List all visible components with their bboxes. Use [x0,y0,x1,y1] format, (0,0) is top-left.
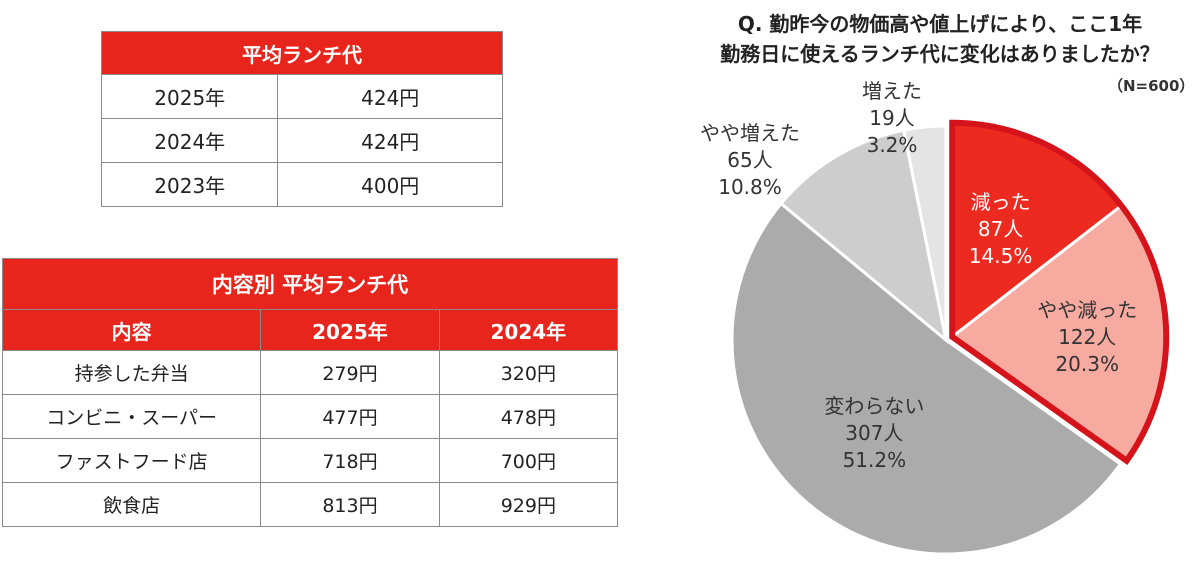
slice-label: やや増えた [700,121,800,145]
item-cell: 持参した弁当 [1,350,262,395]
slice-percent-label: 51.2% [842,448,907,473]
slice-count-label: 307人 [845,421,904,446]
column-header-item: 内容 [1,309,262,351]
table-row: 2025年 424円 [100,74,503,119]
column-header-2024: 2024年 [438,309,619,351]
year-cell: 2024年 [100,118,279,163]
pie-slice-unchanged [730,201,1123,556]
sample-size-label: （N=600） [1108,77,1195,95]
year-cell: 2025年 [100,74,279,119]
pie-slice-increased [901,124,948,341]
value-2024-cell: 320円 [438,350,619,395]
value-2025-cell: 813円 [260,482,440,527]
slice-label-increased: 増えた 19人 3.2% [862,78,922,159]
slice-percent-label: 14.5% [968,243,1033,268]
value-cell: 424円 [277,74,503,119]
average-lunch-table: 平均ランチ代 2025年 424円 2024年 424円 2023年 400円 [100,31,503,207]
table-row: 飲食店 813円 929円 [1,482,619,527]
slice-percent-label: 20.3% [1055,352,1119,377]
slice-label: やや減った [1037,298,1138,323]
table-row: 持参した弁当 279円 320円 [1,350,619,395]
slice-count-label: 19人 [869,106,915,130]
value-2025-cell: 477円 [260,394,440,439]
slice-percent-label: 10.8% [718,175,782,199]
value-2025-cell: 279円 [260,350,440,395]
lunch-by-type-table-title: 内容別 平均ランチ代 [2,258,618,310]
slice-percent-label: 3.2% [866,133,918,157]
question-title-line2: 勤務日に使えるランチ代に変化はありましたか？ [720,42,1160,66]
pie-chart-svg [730,119,1170,556]
item-cell: コンビニ・スーパー [1,394,262,439]
value-2024-cell: 700円 [438,438,619,483]
year-cell: 2023年 [100,162,279,207]
value-cell: 424円 [277,118,503,163]
table-row: ファストフード店 718円 700円 [1,438,619,483]
slice-count-label: 122人 [1058,325,1117,350]
table-row: コンビニ・スーパー 477円 478円 [1,394,619,439]
lunch-by-type-table: 内容別 平均ランチ代 内容 2025年 2024年 持参した弁当 279円 32… [1,258,619,527]
question-title-line1: Q. 勤昨今の物価高や値上げにより、ここ1年 [737,12,1143,36]
slice-label-decreased: 減った 87人 14.5% [969,189,1033,270]
value-2024-cell: 929円 [438,482,619,527]
slice-label-unchanged: 変わらない 307人 51.2% [824,393,924,474]
slice-count-label: 65人 [727,148,773,172]
slice-label: 減った [970,189,1031,214]
table-row: 2023年 400円 [100,162,503,207]
slice-label: 増えた [862,79,922,103]
slice-label-slightly-increased: やや増えた 65人 10.8% [700,120,800,201]
item-cell: ファストフード店 [1,438,262,483]
slice-label-slightly-decreased: やや減った 122人 20.3% [1037,297,1137,378]
item-cell: 飲食店 [1,482,262,527]
lunch-change-pie-chart: 減った 87人 14.5% やや減った 122人 20.3% 変わらない 307人 51.2% や… [620,0,1200,562]
slice-label: 変わらない [824,394,925,419]
average-lunch-table-title: 平均ランチ代 [101,31,503,75]
value-2025-cell: 718円 [260,438,440,483]
table-row: 2024年 424円 [100,118,503,163]
decreased-group-outline [949,119,1170,465]
value-cell: 400円 [277,162,503,207]
pie-slice-slightly-increased [778,128,949,344]
value-2024-cell: 478円 [438,394,619,439]
slice-count-label: 87人 [977,216,1024,241]
column-header-2025: 2025年 [260,309,440,351]
